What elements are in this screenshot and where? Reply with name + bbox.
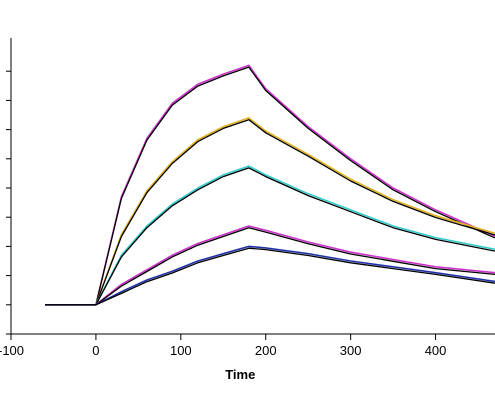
measured-curve-1 [45,64,495,306]
measured-curve-4 [45,225,495,306]
x-tick-label: 300 [340,343,362,358]
fit-curve-5 [45,247,495,306]
measured-curve-3 [45,165,495,306]
x-axis: -100 0 100 200 300 400 [0,333,495,358]
fit-curve-2 [45,119,495,306]
x-axis-title: Time [225,367,255,382]
fit-curve-3 [45,167,495,306]
x-tick-label: 400 [425,343,447,358]
x-tick-label: 100 [170,343,192,358]
measured-curve-2 [45,117,495,306]
measured-curve-5 [45,245,495,306]
fit-curve-1 [45,66,495,306]
y-axis [6,38,12,335]
x-tick-label: -100 [0,343,24,358]
series-layer [45,64,495,306]
x-tick-label: 200 [255,343,277,358]
fit-curve-4 [45,227,495,306]
x-tick-label: 0 [92,343,99,358]
